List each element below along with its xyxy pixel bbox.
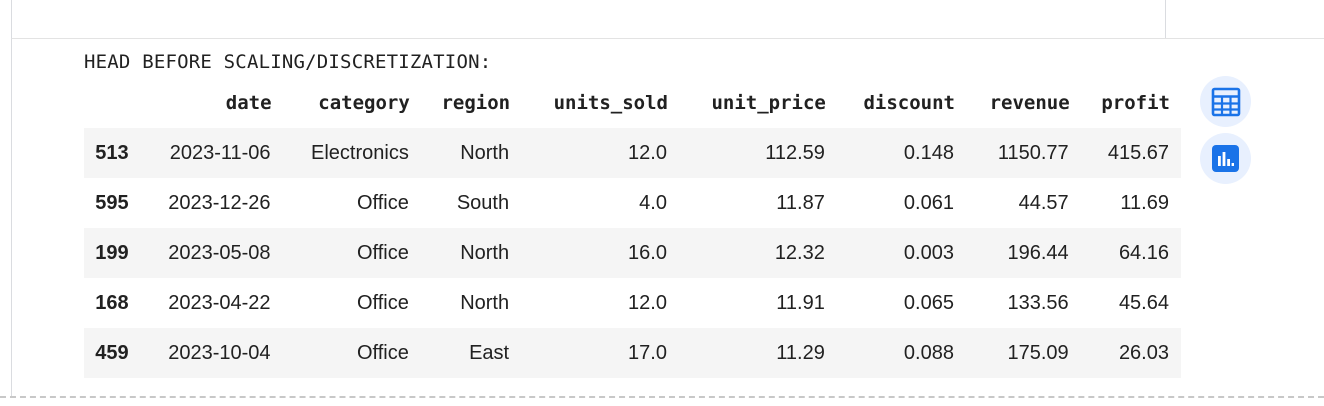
cell-discount: 0.003 <box>903 241 954 264</box>
cell-region: North <box>460 291 510 314</box>
cell-units-sold: 12.0 <box>628 291 667 314</box>
table-row: 199 2023-05-08 Office North 16.0 12.32 0… <box>84 228 1181 278</box>
cell-profit: 64.16 <box>1118 241 1169 264</box>
cell-revenue: 44.57 <box>1018 191 1069 214</box>
cell-bottom-divider <box>0 396 1324 398</box>
row-index: 168 <box>95 291 129 314</box>
column-header-region: region <box>441 92 511 114</box>
table-row: 513 2023-11-06 Electronics North 12.0 11… <box>84 128 1181 178</box>
column-header-unit-price: unit_price <box>711 92 826 114</box>
cell-unit-price: 12.32 <box>774 241 825 264</box>
cell-region: East <box>469 341 510 364</box>
cell-unit-price: 11.87 <box>776 191 825 214</box>
cell-category: Office <box>356 241 409 264</box>
cell-date: 2023-10-04 <box>168 341 271 364</box>
cell-left-border <box>11 0 12 38</box>
bar-chart-icon <box>1212 145 1239 172</box>
dataframe-table: date category region units_sold unit_pri… <box>84 78 1181 378</box>
cell-region: North <box>460 241 510 264</box>
row-index: 459 <box>95 341 129 364</box>
cell-profit: 11.69 <box>1120 191 1169 214</box>
column-header-index <box>84 78 139 128</box>
cell-profit: 415.67 <box>1107 141 1169 164</box>
row-index: 513 <box>95 141 129 164</box>
table-header-row: date category region units_sold unit_pri… <box>84 78 1181 128</box>
cell-category: Office <box>356 191 409 214</box>
cell-units-sold: 16.0 <box>628 241 667 264</box>
cell-discount: 0.061 <box>903 191 954 214</box>
cell-region: South <box>456 191 510 214</box>
table-row: 459 2023-10-04 Office East 17.0 11.29 0.… <box>84 328 1181 378</box>
suggest-charts-button[interactable] <box>1200 133 1251 184</box>
cell-region: North <box>460 141 510 164</box>
cell-output-area <box>11 38 1324 397</box>
convert-to-interactive-table-button[interactable] <box>1200 76 1251 127</box>
table-icon <box>1211 87 1240 116</box>
cell-discount: 0.088 <box>903 341 954 364</box>
cell-unit-price: 11.29 <box>776 341 825 364</box>
cell-unit-price: 11.91 <box>776 291 825 314</box>
column-header-revenue: revenue <box>989 92 1070 114</box>
cell-units-sold: 4.0 <box>639 191 667 214</box>
cell-date: 2023-12-26 <box>168 191 271 214</box>
cell-revenue: 1150.77 <box>997 141 1069 164</box>
column-header-profit: profit <box>1101 92 1170 114</box>
table-row: 595 2023-12-26 Office South 4.0 11.87 0.… <box>84 178 1181 228</box>
cell-date: 2023-04-22 <box>168 291 271 314</box>
cell-revenue: 196.44 <box>1007 241 1069 264</box>
table-row: 168 2023-04-22 Office North 12.0 11.91 0… <box>84 278 1181 328</box>
cell-units-sold: 12.0 <box>628 141 667 164</box>
cell-category: Office <box>356 291 409 314</box>
column-header-category: category <box>318 92 410 114</box>
cell-divider <box>1165 0 1166 38</box>
cell-units-sold: 17.0 <box>628 341 667 364</box>
column-header-units-sold: units_sold <box>553 92 668 114</box>
previous-cell-area <box>0 0 1324 38</box>
column-header-date: date <box>225 92 272 114</box>
cell-revenue: 175.09 <box>1007 341 1069 364</box>
cell-date: 2023-05-08 <box>168 241 271 264</box>
cell-category: Electronics <box>311 141 409 164</box>
cell-profit: 26.03 <box>1118 341 1169 364</box>
stdout-text: HEAD BEFORE SCALING/DISCRETIZATION: <box>84 51 492 73</box>
column-header-discount: discount <box>863 92 955 114</box>
cell-category: Office <box>356 341 409 364</box>
cell-discount: 0.148 <box>903 141 954 164</box>
cell-revenue: 133.56 <box>1007 291 1069 314</box>
cell-profit: 45.64 <box>1118 291 1169 314</box>
cell-discount: 0.065 <box>903 291 954 314</box>
row-index: 199 <box>95 241 129 264</box>
cell-unit-price: 112.59 <box>765 141 825 164</box>
cell-date: 2023-11-06 <box>169 141 271 164</box>
row-index: 595 <box>95 191 129 214</box>
